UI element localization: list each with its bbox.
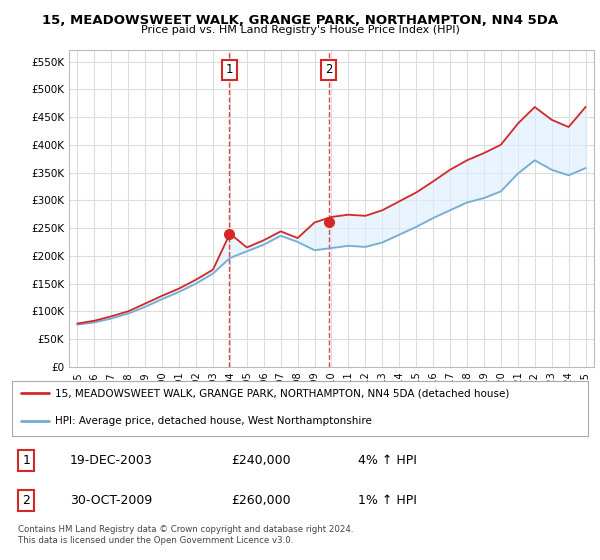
Text: 30-OCT-2009: 30-OCT-2009 — [70, 493, 152, 507]
Text: 1: 1 — [226, 63, 233, 76]
Text: 2: 2 — [22, 493, 31, 507]
Text: 15, MEADOWSWEET WALK, GRANGE PARK, NORTHAMPTON, NN4 5DA (detached house): 15, MEADOWSWEET WALK, GRANGE PARK, NORTH… — [55, 389, 509, 398]
Text: 1: 1 — [22, 454, 31, 467]
Text: 2: 2 — [325, 63, 332, 76]
Text: 4% ↑ HPI: 4% ↑ HPI — [358, 454, 416, 467]
Text: Contains HM Land Registry data © Crown copyright and database right 2024.
This d: Contains HM Land Registry data © Crown c… — [18, 525, 353, 545]
Text: 1% ↑ HPI: 1% ↑ HPI — [358, 493, 416, 507]
Text: HPI: Average price, detached house, West Northamptonshire: HPI: Average price, detached house, West… — [55, 416, 372, 426]
Text: 19-DEC-2003: 19-DEC-2003 — [70, 454, 152, 467]
Text: £260,000: £260,000 — [231, 493, 290, 507]
Text: Price paid vs. HM Land Registry's House Price Index (HPI): Price paid vs. HM Land Registry's House … — [140, 25, 460, 35]
Text: £240,000: £240,000 — [231, 454, 290, 467]
Text: 15, MEADOWSWEET WALK, GRANGE PARK, NORTHAMPTON, NN4 5DA: 15, MEADOWSWEET WALK, GRANGE PARK, NORTH… — [42, 14, 558, 27]
